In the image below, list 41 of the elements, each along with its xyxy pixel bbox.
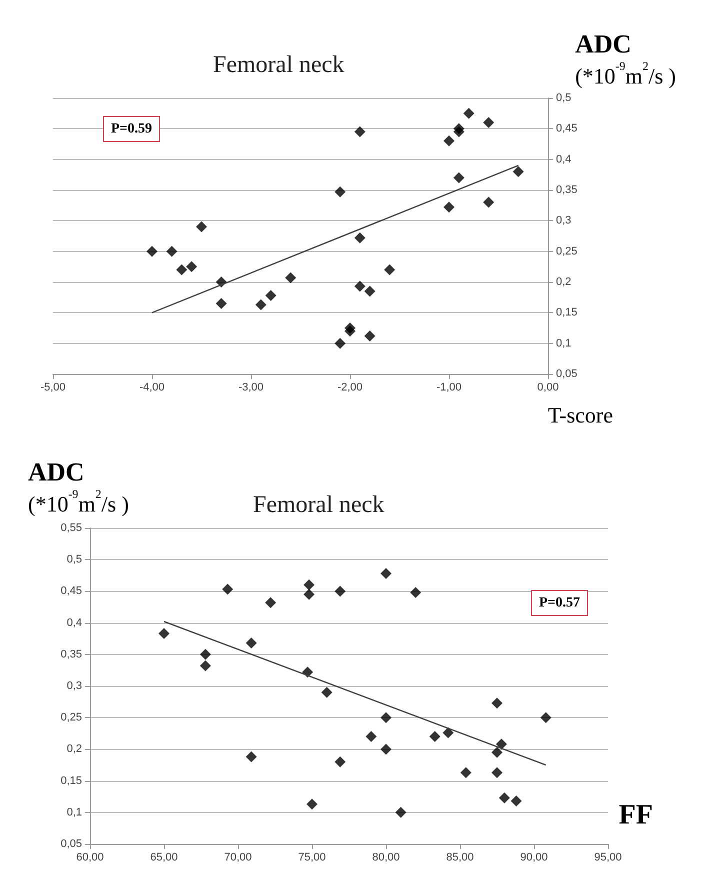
y-tick-label: 0,15 (556, 306, 578, 319)
x-axis-title: FF (618, 800, 654, 830)
y-tick-label: 0,15 (60, 774, 82, 787)
x-tick-label: -2,00 (337, 382, 363, 394)
y-tick-label: 0,1 (556, 337, 572, 350)
x-tick-label: 0,00 (537, 382, 559, 394)
x-tick-label: 65,00 (150, 852, 178, 864)
x-tick-label: -4,00 (139, 382, 165, 394)
y-tick-label: 0,25 (60, 712, 82, 724)
x-axis-title: T-score (548, 402, 614, 428)
annotation: P=0.57 (538, 596, 580, 610)
y-tick-label: 0,55 (60, 522, 82, 534)
x-tick-label: 90,00 (520, 852, 548, 864)
x-tick-label: 70,00 (224, 852, 252, 864)
y-tick-label: 0,4 (556, 153, 572, 166)
x-tick-label: -5,00 (40, 382, 66, 394)
y-tick-label: 0,35 (556, 184, 578, 196)
x-tick-label: -1,00 (436, 382, 462, 394)
y-tick-label: 0,3 (66, 680, 82, 692)
y-tick-label: 0,2 (66, 743, 82, 756)
y-tick-label: 0,45 (60, 585, 82, 598)
y-tick-label: 0,1 (66, 806, 82, 818)
chart-title: Femoral neck (213, 52, 344, 78)
x-tick-label: 60,00 (76, 852, 104, 864)
y-tick-label: 0,4 (66, 616, 82, 629)
y-tick-label: 0,2 (556, 276, 572, 288)
x-tick-label: 75,00 (298, 852, 326, 864)
y-tick-label: 0,5 (556, 92, 572, 104)
y-tick-label: 0,3 (556, 214, 572, 227)
x-tick-label: 85,00 (446, 852, 474, 864)
y-tick-label: 0,05 (60, 838, 82, 850)
y-tick-label: 0,25 (556, 245, 578, 258)
y-tick-label: 0,05 (556, 368, 578, 380)
y-tick-label: 0,35 (60, 648, 82, 660)
y-tick-label: 0,45 (556, 122, 578, 135)
x-tick-label: 95,00 (594, 852, 622, 864)
y-tick-label: 0,5 (66, 554, 82, 566)
x-tick-label: -3,00 (238, 382, 264, 394)
chart-title: Femoral neck (253, 492, 384, 518)
x-tick-label: 80,00 (372, 852, 400, 864)
annotation: P=0.59 (111, 122, 152, 136)
